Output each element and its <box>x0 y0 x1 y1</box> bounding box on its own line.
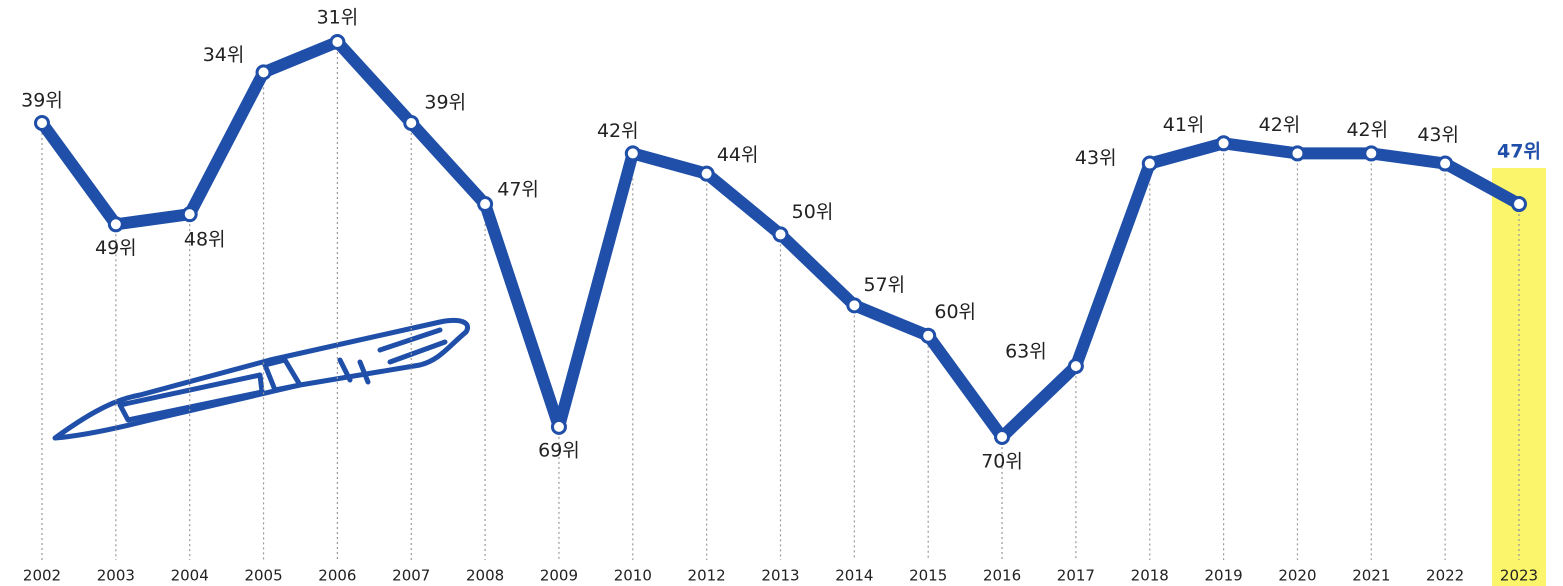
data-label: 39위 <box>424 92 466 114</box>
x-tick-label: 2010 <box>614 567 652 585</box>
point <box>107 216 124 233</box>
data-label: 60위 <box>934 301 976 323</box>
data-label: 43위 <box>1075 147 1117 169</box>
x-tick-label: 2004 <box>171 567 209 585</box>
data-label: 41위 <box>1163 114 1205 136</box>
point <box>1141 155 1158 172</box>
guide-layer <box>41 42 1520 560</box>
point <box>1067 358 1084 375</box>
point <box>994 429 1011 445</box>
point <box>255 64 272 81</box>
x-tick-label: 2013 <box>761 567 799 585</box>
data-label: 47위 <box>497 179 539 201</box>
x-tick-label: 2019 <box>1205 567 1243 585</box>
data-label: 31위 <box>317 7 359 29</box>
point <box>772 226 789 243</box>
x-tick-label: 2012 <box>688 567 726 585</box>
point <box>624 145 641 162</box>
data-label: 42위 <box>1346 119 1388 141</box>
point <box>550 418 567 435</box>
data-label: 50위 <box>792 201 834 223</box>
x-tick-label: 2022 <box>1426 567 1464 585</box>
data-label: 57위 <box>864 274 906 296</box>
data-label: 42위 <box>1259 114 1301 136</box>
x-tick-label: 2023 <box>1500 567 1538 585</box>
data-label: 47위 <box>1497 141 1541 163</box>
data-label: 48위 <box>184 229 226 251</box>
x-tick-label: 2020 <box>1278 567 1316 585</box>
point <box>698 165 715 182</box>
x-tick-label: 2014 <box>835 567 873 585</box>
point <box>1289 145 1306 162</box>
knife-illustration <box>52 317 470 441</box>
x-tick-label: 2005 <box>244 567 282 585</box>
data-label: 44위 <box>717 144 759 166</box>
point <box>1363 145 1380 162</box>
point <box>846 297 863 314</box>
data-label: 70위 <box>981 451 1023 473</box>
point <box>329 34 346 50</box>
data-label: 39위 <box>21 90 63 112</box>
x-tick-label: 2017 <box>1057 567 1095 585</box>
x-tick-label: 2016 <box>983 567 1021 585</box>
point <box>477 196 494 213</box>
data-label: 42위 <box>597 120 639 142</box>
data-label: 69위 <box>538 439 580 461</box>
point <box>1511 196 1527 213</box>
x-tick-label: 2008 <box>466 567 504 585</box>
point <box>1437 155 1454 172</box>
x-tick-label: 2006 <box>318 567 356 585</box>
plot-layer: 2002 2003 2004 2005 2006 2007 2008 2009 2010 2012… <box>21 7 1541 585</box>
x-tick-label: 2021 <box>1352 567 1390 585</box>
highlight-band <box>1492 168 1546 586</box>
x-tick-label: 2003 <box>97 567 135 585</box>
x-tick-label: 2015 <box>909 567 947 585</box>
x-tick-label: 2007 <box>392 567 430 585</box>
data-label: 43위 <box>1417 124 1459 146</box>
point <box>920 327 937 344</box>
background-layer <box>1492 168 1546 586</box>
point <box>34 115 50 132</box>
point <box>181 206 198 223</box>
data-label: 34위 <box>203 44 245 66</box>
x-tick-label: 2009 <box>540 567 578 585</box>
x-tick-label: 2002 <box>23 567 61 585</box>
data-label: 49위 <box>95 237 137 259</box>
point <box>403 115 420 132</box>
x-tick-label: 2018 <box>1131 567 1169 585</box>
data-label: 63위 <box>1005 341 1047 363</box>
point <box>1215 135 1232 152</box>
